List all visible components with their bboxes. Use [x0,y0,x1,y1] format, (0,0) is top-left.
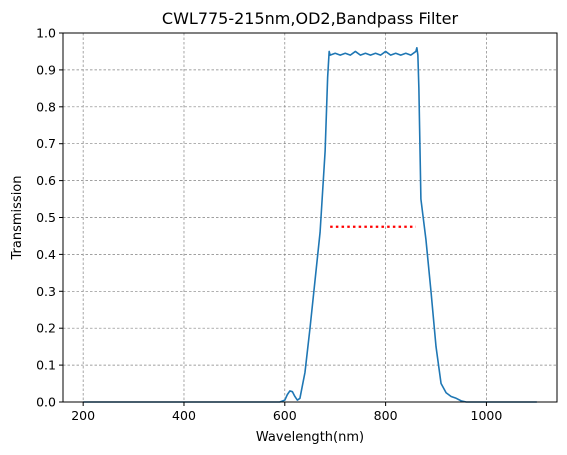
y-tick-label: 0.2 [36,321,56,336]
y-tick-label: 0.3 [36,284,56,299]
series-layer [83,46,537,403]
x-tick-label: 200 [71,408,95,423]
y-tick-label: 0.8 [36,99,56,114]
x-tick-label: 400 [172,408,196,423]
y-axis-title: Transmission [10,176,25,261]
tick-layer: 200 400 600 800 1000 0.0 0.1 0.2 0.3 0.4 0.5 0.6 0.7… [36,26,502,424]
x-axis-title: Wavelength(nm) [256,430,364,445]
y-tick-label: 0.6 [36,173,56,188]
chart-title: CWL775-215nm,OD2,Bandpass Filter [162,9,459,28]
y-tick-label: 0.9 [36,62,56,77]
transmission-curve [83,46,537,403]
y-tick-label: 0.1 [36,358,56,373]
x-tick-label: 600 [273,408,297,423]
y-tick-label: 0.0 [36,395,56,410]
x-tick-label: 800 [374,408,398,423]
y-tick-label: 0.7 [36,136,56,151]
x-tick-label: 1000 [471,408,503,423]
y-tick-label: 0.5 [36,210,56,225]
y-tick-label: 0.4 [36,247,56,262]
y-tick-label: 1.0 [36,26,56,41]
